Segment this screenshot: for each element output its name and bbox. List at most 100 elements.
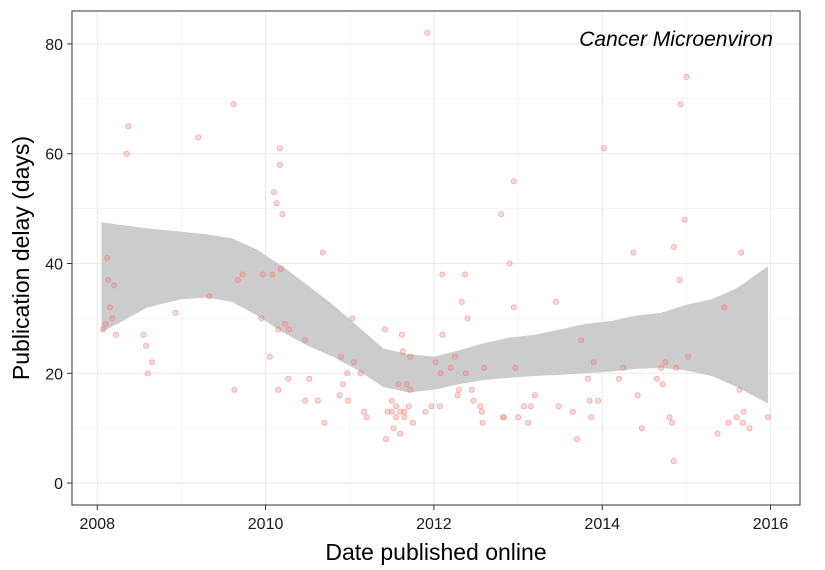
data-point xyxy=(104,254,111,261)
data-point xyxy=(670,243,677,250)
data-point xyxy=(336,392,343,399)
data-point xyxy=(662,359,669,366)
y-tick-label: 20 xyxy=(45,366,63,383)
data-point xyxy=(721,304,728,311)
data-point xyxy=(600,145,607,152)
data-point xyxy=(586,397,593,404)
data-point xyxy=(666,414,673,421)
x-tick-label: 2016 xyxy=(753,516,789,533)
data-point xyxy=(111,282,118,289)
data-point xyxy=(277,265,284,272)
data-point xyxy=(725,419,732,426)
data-point xyxy=(630,249,637,256)
data-point xyxy=(357,370,364,377)
data-point xyxy=(659,381,666,388)
data-point xyxy=(397,408,404,415)
data-point xyxy=(270,189,277,196)
data-point xyxy=(392,414,399,421)
points-layer xyxy=(100,29,772,465)
y-axis-ticks: 0 20 40 60 80 xyxy=(45,37,72,493)
data-point xyxy=(422,408,429,415)
data-point xyxy=(344,370,351,377)
data-point xyxy=(266,353,273,360)
data-point xyxy=(510,304,517,311)
data-point xyxy=(525,419,532,426)
data-point xyxy=(123,150,130,157)
data-point xyxy=(512,364,519,371)
data-point xyxy=(239,271,246,278)
data-point xyxy=(461,271,468,278)
data-point xyxy=(595,397,602,404)
y-tick-label: 60 xyxy=(45,147,63,164)
data-point xyxy=(569,408,576,415)
data-point xyxy=(314,397,321,404)
data-point xyxy=(407,353,414,360)
data-point xyxy=(398,331,405,338)
data-point xyxy=(392,403,399,410)
data-point xyxy=(350,359,357,366)
data-point xyxy=(634,392,641,399)
data-point xyxy=(733,414,740,421)
grid xyxy=(72,11,800,505)
data-point xyxy=(109,315,116,322)
data-point xyxy=(681,216,688,223)
data-point xyxy=(258,315,265,322)
data-point xyxy=(345,397,352,404)
data-point xyxy=(125,123,132,130)
data-point xyxy=(683,73,690,80)
x-axis-title: Date published online xyxy=(325,539,546,565)
x-tick-label: 2014 xyxy=(584,516,620,533)
data-point xyxy=(447,364,454,371)
data-point xyxy=(105,276,112,283)
y-tick-label: 40 xyxy=(45,256,63,273)
chart-annotation: Cancer Microenviron xyxy=(579,28,773,51)
data-point xyxy=(736,386,743,393)
data-point xyxy=(739,419,746,426)
smooth-band-layer xyxy=(101,222,768,404)
data-point xyxy=(143,342,150,349)
data-point xyxy=(439,331,446,338)
data-point xyxy=(555,403,562,410)
data-point xyxy=(738,249,745,256)
y-axis-title: Publication delay (days) xyxy=(8,136,34,380)
data-point xyxy=(685,353,692,360)
data-point xyxy=(479,419,486,426)
data-point xyxy=(285,375,292,382)
data-point xyxy=(740,408,747,415)
data-point xyxy=(206,293,213,300)
data-point xyxy=(388,408,395,415)
data-point xyxy=(765,414,772,421)
data-point xyxy=(527,403,534,410)
data-point xyxy=(281,320,288,327)
data-point xyxy=(436,403,443,410)
data-point xyxy=(388,397,395,404)
data-point xyxy=(395,381,402,388)
data-point xyxy=(382,436,389,443)
data-point xyxy=(464,315,471,322)
x-tick-label: 2008 xyxy=(79,516,115,533)
data-point xyxy=(462,370,469,377)
data-point xyxy=(428,403,435,410)
data-point xyxy=(468,386,475,393)
data-point xyxy=(451,353,458,360)
data-point xyxy=(714,430,721,437)
data-point xyxy=(590,359,597,366)
data-point xyxy=(405,403,412,410)
plot-border xyxy=(71,10,801,506)
data-point xyxy=(477,403,484,410)
data-point xyxy=(437,370,444,377)
data-point xyxy=(275,386,282,393)
data-point xyxy=(363,414,370,421)
data-point xyxy=(195,134,202,141)
data-point xyxy=(409,419,416,426)
data-point xyxy=(578,337,585,344)
data-point xyxy=(638,425,645,432)
data-point xyxy=(286,326,293,333)
data-point xyxy=(407,386,414,393)
data-point xyxy=(319,249,326,256)
y-tick-label: 0 xyxy=(54,476,63,493)
data-point xyxy=(399,348,406,355)
data-point xyxy=(432,359,439,366)
data-point xyxy=(390,425,397,432)
data-point xyxy=(397,430,404,437)
